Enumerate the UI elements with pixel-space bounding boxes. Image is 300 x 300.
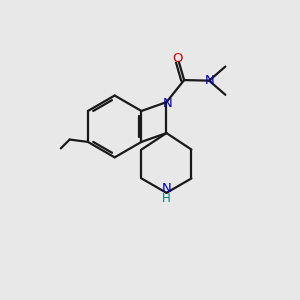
- Text: O: O: [172, 52, 183, 65]
- Text: N: N: [163, 97, 172, 110]
- Text: H: H: [162, 192, 171, 205]
- Text: N: N: [162, 182, 171, 195]
- Text: N: N: [205, 74, 214, 87]
